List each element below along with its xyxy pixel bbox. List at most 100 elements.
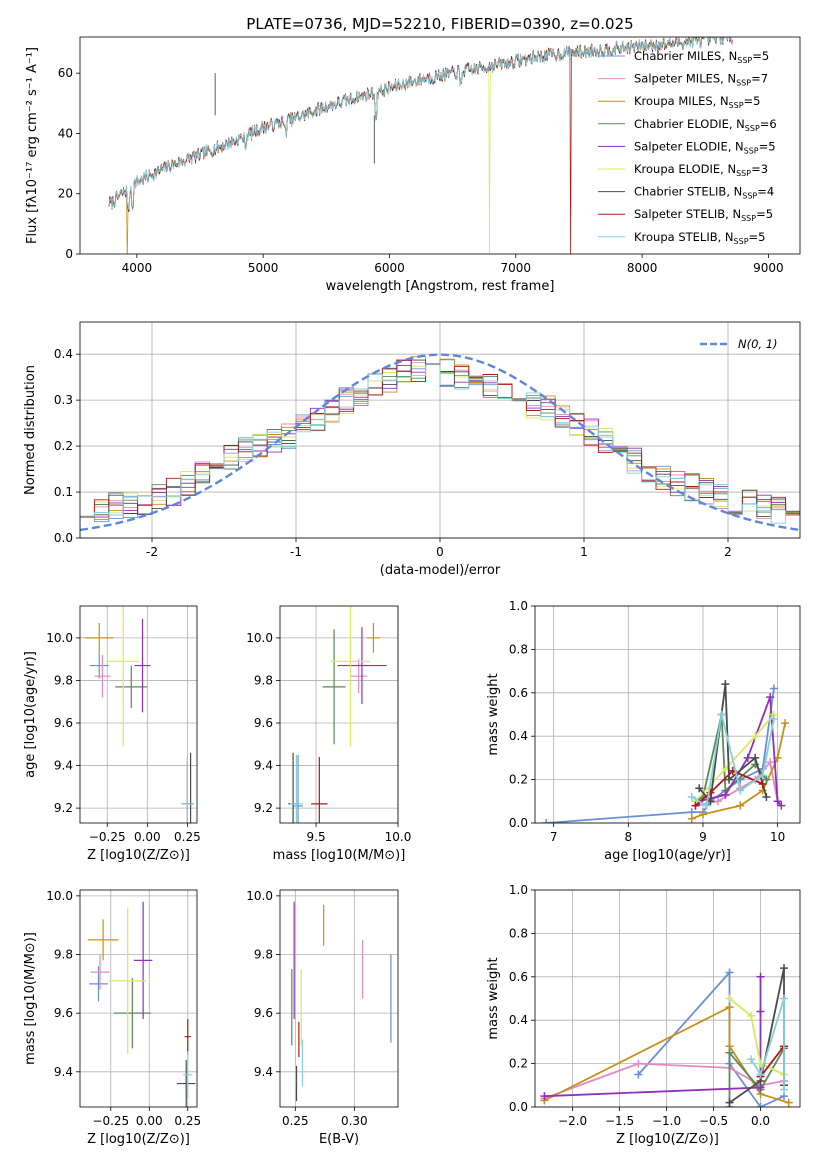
weight-marker-1 (769, 684, 778, 693)
x-tick-label: 8 (624, 830, 632, 844)
plot-area (84, 606, 194, 823)
weight-line-2 (544, 1062, 785, 1100)
x-axis-label: (data-model)/error (380, 563, 501, 578)
weight-line-8 (694, 769, 764, 807)
weight-marker-3 (784, 1098, 793, 1107)
x-axis-label: age [log10(age/yr)] (604, 848, 731, 863)
x-tick-label: -2 (146, 545, 158, 559)
weight-marker-9 (758, 771, 767, 780)
y-tick-label: 0.0 (54, 531, 73, 545)
y-tick-label: 0.2 (54, 439, 73, 453)
x-tick-label: -1 (290, 545, 302, 559)
weight-marker-9 (780, 994, 789, 1003)
weight-marker-3 (687, 814, 696, 823)
y-tick-label: 9.2 (254, 801, 273, 815)
y-tick-label: 9.6 (54, 1006, 73, 1020)
x-tick-label: 6000 (374, 261, 405, 275)
x-tick-label: 10.0 (385, 830, 412, 844)
panel-spectrum: 4000 5000 6000 7000 8000 9000 0 20 40 60 wavelengt… (25, 36, 801, 294)
y-tick-label: 0.0 (509, 1100, 528, 1114)
axes-frame (534, 605, 801, 824)
y-tick-label: 0.3 (54, 393, 73, 407)
weight-marker-5 (756, 1007, 765, 1016)
x-axis-label: Z [log10(Z/Z⊙)] (87, 848, 190, 863)
legend-label-9: Kroupa STELIB, NSSP=5 (634, 230, 765, 246)
weight-marker-7 (751, 753, 760, 762)
weight-marker-9 (747, 1055, 756, 1064)
weight-marker-5 (743, 753, 752, 762)
weight-marker-9 (769, 714, 778, 723)
y-tick-label: 9.4 (254, 759, 273, 773)
y-tick-label: 0.2 (509, 773, 528, 787)
y-axis-label: mass weight (486, 673, 501, 755)
x-tick-label: −2.0 (558, 1114, 587, 1128)
weight-marker-7 (725, 1098, 734, 1107)
legend-label-2: Salpeter MILES, NSSP=7 (634, 72, 768, 88)
y-tick-label: 9.8 (54, 673, 73, 687)
x-tick-label: 9000 (753, 261, 784, 275)
y-tick-label: 9.8 (54, 948, 73, 962)
weight-marker-6 (747, 1011, 756, 1020)
legend-label-6: Kroupa ELODIE, NSSP=3 (634, 162, 768, 178)
y-tick-label: 0.1 (54, 485, 73, 499)
y-axis-label: age [log10(age/yr)] (23, 651, 38, 778)
weight-marker-3 (781, 719, 790, 728)
y-tick-label: 10.0 (246, 631, 273, 645)
y-tick-label: 9.8 (254, 948, 273, 962)
x-tick-label: 9.5 (307, 830, 326, 844)
x-axis-label: Z [log10(Z/Z⊙)] (87, 1132, 190, 1147)
x-tick-label: 0.30 (341, 1114, 368, 1128)
weight-marker-5 (721, 790, 730, 799)
plot-area (108, 37, 734, 254)
y-tick-label: 9.4 (254, 1065, 273, 1079)
y-axis-label: Normed distribution (23, 365, 38, 495)
weight-line-5 (544, 976, 762, 1098)
weight-marker-7 (780, 964, 789, 973)
x-tick-label: 10 (770, 830, 785, 844)
y-tick-label: 0.4 (509, 1013, 528, 1027)
weight-marker-5 (773, 797, 782, 806)
weight-marker-7 (725, 775, 734, 784)
y-tick-label: 1.0 (509, 599, 528, 613)
x-axis-label: Z [log10(Z/Z⊙)] (616, 1132, 719, 1147)
y-axis-label: Flux [fλ10⁻¹⁷ erg cm⁻² s⁻¹ A⁻¹] (25, 47, 40, 244)
y-tick-label: 9.6 (254, 716, 273, 730)
x-tick-label: 5000 (248, 261, 279, 275)
x-tick-label: −1.5 (605, 1114, 634, 1128)
y-tick-label: 0.0 (509, 816, 528, 830)
weight-marker-9 (687, 792, 696, 801)
weight-marker-2 (766, 758, 775, 767)
weight-marker-4 (725, 1048, 734, 1057)
weight-marker-9 (702, 801, 711, 810)
y-tick-label: 40 (58, 126, 73, 140)
weight-marker-8 (691, 801, 700, 810)
panel-age-vs-Z: −0.25 0.00 0.25 9.2 9.4 9.6 9.8 10.0 Z [log10(Z/… (23, 605, 201, 863)
weight-marker-3 (736, 801, 745, 810)
x-tick-label: 4000 (122, 261, 153, 275)
x-tick-label: 0.25 (174, 1114, 201, 1128)
weight-marker-7 (695, 784, 704, 793)
legend: Chabrier MILES, NSSP=5 Salpeter MILES, NS… (598, 49, 777, 246)
legend-label-1: Chabrier MILES, NSSP=5 (634, 49, 769, 65)
y-tick-label: 0.4 (509, 729, 528, 743)
axes-frame (79, 321, 801, 539)
legend-label-8: Salpeter STELIB, NSSP=5 (634, 207, 773, 223)
weight-marker-5 (777, 801, 786, 810)
legend-label-gaussian: N(0, 1) (738, 337, 778, 351)
plot-area (288, 606, 387, 823)
y-tick-label: 9.6 (254, 1006, 273, 1020)
plot-area (291, 901, 392, 1102)
y-tick-label: 0.6 (509, 686, 528, 700)
y-tick-label: 0.6 (509, 970, 528, 984)
weight-marker-6 (725, 994, 734, 1003)
weight-marker-1 (725, 968, 734, 977)
weight-marker-5 (766, 693, 775, 702)
weight-marker-7 (721, 680, 730, 689)
weight-marker-2 (713, 797, 722, 806)
x-tick-label: −0.25 (89, 830, 126, 844)
weight-marker-2 (634, 1059, 643, 1068)
weight-marker-8 (758, 779, 767, 788)
panel-weight-vs-age: 7 8 9 10 0.0 0.2 0.4 0.6 0.8 1.0 age [log10(age/yr… (486, 599, 801, 863)
weight-marker-9 (717, 710, 726, 719)
x-tick-label: −0.25 (92, 1114, 129, 1128)
